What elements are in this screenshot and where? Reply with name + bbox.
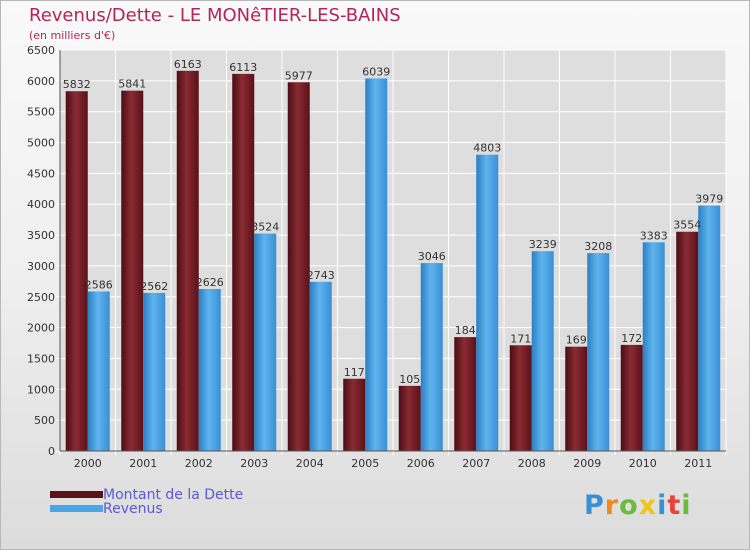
- bar-revenus-2007: [476, 154, 499, 452]
- logo-letter: i: [681, 490, 692, 521]
- bar-revenus-2001: [143, 292, 166, 451]
- y-tick-label: 4500: [27, 167, 55, 180]
- y-tick-label: 5000: [27, 137, 55, 150]
- data-label-dette-2000: 5832: [63, 78, 91, 91]
- data-label-dette-2002: 6163: [174, 58, 202, 71]
- data-label-dette-2001: 5841: [118, 78, 146, 91]
- data-label-dette-2005: 117: [344, 366, 365, 379]
- data-label-dette-2009: 169: [566, 334, 587, 347]
- bar-revenus-2009: [587, 253, 610, 451]
- data-label-revenus-2003: 3524: [251, 221, 279, 234]
- data-label-dette-2003: 6113: [229, 61, 257, 74]
- x-tick-label-2009: 2009: [573, 457, 601, 470]
- bar-dette-2001: [121, 90, 144, 452]
- logo-letter: t: [667, 490, 682, 521]
- x-tick-label-2001: 2001: [129, 457, 157, 470]
- x-tick-label-2007: 2007: [462, 457, 490, 470]
- x-tick-label-2008: 2008: [518, 457, 546, 470]
- x-tick-label-2010: 2010: [629, 457, 657, 470]
- legend-item-dette: Montant de la Dette: [50, 487, 244, 503]
- chart-subtitle: (en milliers d'€): [29, 29, 116, 42]
- bar-revenus-2002: [198, 288, 221, 451]
- bar-dette-2011: [676, 231, 699, 451]
- bar-dette-2000: [65, 91, 88, 452]
- bar-dette-2005: [343, 378, 366, 451]
- x-tick-label-2011: 2011: [684, 457, 712, 470]
- data-label-dette-2007: 184: [455, 324, 476, 337]
- legend-label-dette: Montant de la Dette: [103, 487, 244, 503]
- y-tick-label: 2000: [27, 322, 55, 335]
- bar-revenus-2011: [698, 205, 721, 451]
- y-tick-label: 0: [48, 445, 55, 458]
- x-tick-label-2003: 2003: [240, 457, 268, 470]
- data-label-revenus-2000: 2586: [85, 278, 113, 291]
- x-tick-label-2006: 2006: [407, 457, 435, 470]
- bar-dette-2009: [565, 346, 588, 451]
- legend-swatch-dette: [50, 491, 103, 498]
- y-tick-label: 4000: [27, 198, 55, 211]
- x-tick-label-2000: 2000: [74, 457, 102, 470]
- data-label-revenus-2005: 6039: [362, 65, 390, 78]
- bar-dette-2007: [454, 337, 477, 451]
- data-label-dette-2008: 171: [510, 332, 531, 345]
- y-tick-label: 1000: [27, 383, 55, 396]
- bar-dette-2010: [620, 344, 643, 451]
- logo-letter: P: [584, 490, 605, 521]
- data-label-revenus-2004: 2743: [307, 269, 335, 282]
- y-tick-label: 3000: [27, 260, 55, 273]
- bar-dette-2006: [398, 385, 421, 451]
- bar-revenus-2005: [365, 78, 388, 451]
- data-label-revenus-2002: 2626: [196, 276, 224, 289]
- data-label-revenus-2010: 3383: [640, 229, 668, 242]
- bar-revenus-2006: [420, 263, 443, 451]
- legend-label-revenus: Revenus: [103, 501, 163, 517]
- y-tick-label: 1500: [27, 352, 55, 365]
- data-label-dette-2010: 172: [621, 332, 642, 345]
- data-label-revenus-2001: 2562: [140, 280, 168, 293]
- bar-dette-2003: [232, 73, 255, 451]
- y-tick-label: 5500: [27, 106, 55, 119]
- bar-revenus-2000: [87, 291, 110, 451]
- x-tick-label-2002: 2002: [185, 457, 213, 470]
- y-tick-label: 2500: [27, 291, 55, 304]
- x-tick-label-2004: 2004: [296, 457, 324, 470]
- bar-dette-2002: [176, 70, 199, 451]
- logo-letter: r: [604, 490, 620, 521]
- data-label-revenus-2009: 3208: [584, 240, 612, 253]
- chart-title: Revenus/Dette - LE MONêTIER-LES-BAINS: [29, 5, 401, 26]
- bar-revenus-2003: [254, 233, 277, 451]
- data-label-revenus-2011: 3979: [695, 193, 723, 206]
- x-tick-label-2005: 2005: [351, 457, 379, 470]
- data-label-dette-2011: 3554: [673, 219, 701, 232]
- y-tick-label: 3500: [27, 229, 55, 242]
- y-tick-label: 6500: [27, 44, 55, 57]
- bar-revenus-2004: [309, 281, 332, 451]
- logo-letter: i: [657, 490, 668, 521]
- bar-dette-2008: [509, 345, 532, 451]
- data-label-dette-2006: 105: [399, 373, 420, 386]
- y-tick-label: 500: [34, 414, 55, 427]
- data-label-revenus-2007: 4803: [473, 142, 501, 155]
- bar-revenus-2010: [642, 242, 665, 451]
- legend-swatch-revenus: [50, 505, 103, 512]
- bar-dette-2004: [287, 82, 310, 451]
- logo-letter: x: [638, 490, 658, 521]
- y-tick-label: 6000: [27, 75, 55, 88]
- data-label-dette-2004: 5977: [285, 69, 313, 82]
- legend-item-revenus: Revenus: [50, 501, 163, 517]
- proxiti-logo: Proxiti: [584, 490, 692, 521]
- data-label-revenus-2006: 3046: [418, 250, 446, 263]
- logo-letter: o: [619, 490, 639, 521]
- data-label-revenus-2008: 3239: [529, 238, 557, 251]
- bar-revenus-2008: [531, 251, 554, 451]
